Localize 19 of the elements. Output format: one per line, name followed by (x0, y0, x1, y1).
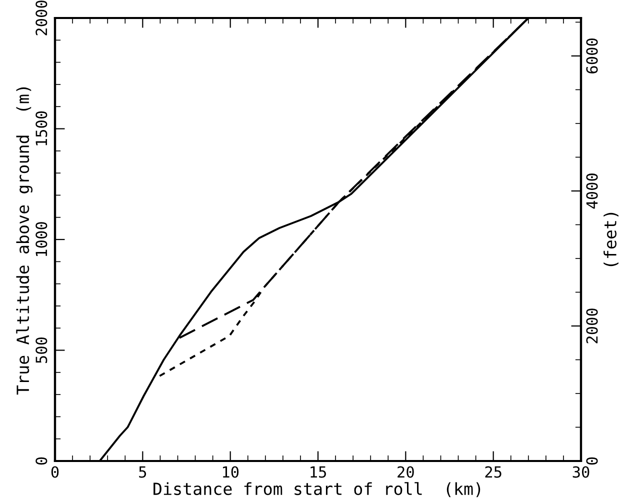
x-tick-label: 20 (398, 466, 414, 478)
y2-tick-label: 2000 (586, 308, 598, 344)
x-tick-label: 30 (572, 466, 590, 478)
x-axis-title: Distance from start of roll (km) (154, 482, 480, 498)
x-tick-label: 0 (51, 466, 59, 478)
y2-tick-label: 4000 (586, 174, 598, 209)
x-tick-label: 25 (485, 466, 502, 478)
y2-axis-title: (feet) (604, 212, 618, 266)
y-tick-label: 2000 (36, 0, 48, 36)
y-axis-title: True Altitude above ground (m) (16, 87, 32, 395)
y-tick-label: 500 (36, 337, 48, 363)
y-tick-label: 1000 (36, 222, 48, 256)
y-tick-label: 1500 (36, 111, 48, 146)
y-tick-label: 0 (36, 457, 48, 465)
x-tick-label: 15 (310, 466, 326, 478)
y2-tick-label: 0 (586, 457, 598, 465)
y2-tick-label: 6000 (586, 38, 598, 74)
x-tick-label: 10 (222, 466, 239, 478)
x-tick-label: 5 (139, 466, 146, 478)
